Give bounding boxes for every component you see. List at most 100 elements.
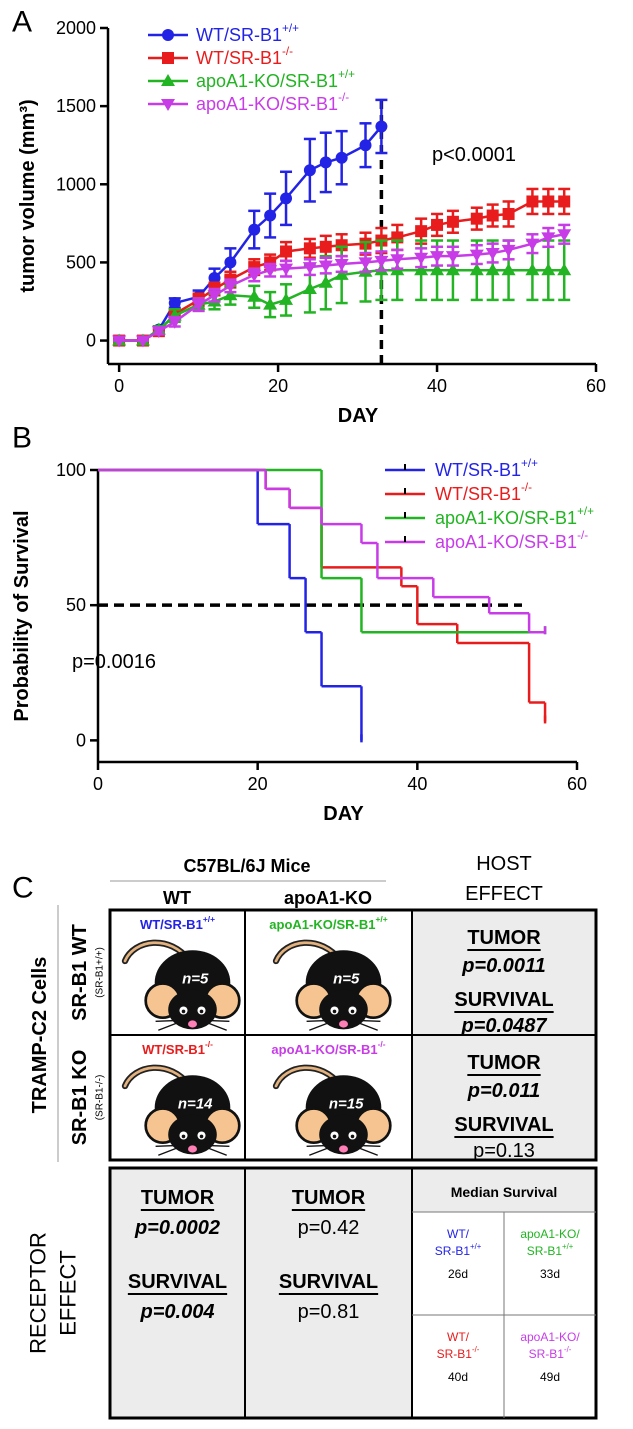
marker [167, 316, 182, 329]
x-tick-label: 60 [586, 376, 606, 396]
marker [247, 269, 262, 282]
median-group: SR-B1-/- [529, 1345, 572, 1361]
p-value: p=0.011 [467, 1080, 540, 1102]
marker [302, 281, 317, 294]
n-label: n=15 [329, 1096, 364, 1113]
marker [303, 164, 316, 177]
marker [334, 267, 349, 280]
p-value: p=0.0011 [461, 955, 546, 977]
marker [485, 248, 500, 261]
effect-heading: TUMOR [141, 1187, 215, 1209]
p-value: p=0.0487 [460, 1015, 547, 1037]
n-label: n=14 [178, 1096, 213, 1113]
marker [191, 299, 206, 312]
marker [224, 256, 237, 269]
panel-label: A [12, 6, 32, 39]
marker [541, 263, 556, 276]
receptor-effect: RECEPTOR [26, 1232, 51, 1354]
marker [414, 263, 429, 276]
marker [358, 257, 373, 270]
marker [264, 209, 277, 222]
marker [375, 120, 388, 133]
median-group: SR-B1+/+ [435, 1242, 482, 1258]
marker [542, 195, 555, 208]
marker [318, 260, 333, 273]
marker [470, 212, 483, 225]
marker [557, 263, 572, 276]
marker [161, 99, 175, 111]
legend-label: apoA1-KO/SR-B1-/- [196, 91, 349, 114]
p-value: p=0.004 [140, 1301, 215, 1323]
x-tick-label: 0 [93, 774, 103, 794]
marker [445, 251, 460, 264]
y-tick-label: 0 [76, 730, 86, 750]
grid-box [108, 1166, 598, 1420]
median-value: 33d [540, 1267, 560, 1281]
legend-label: apoA1-KO/SR-B1+/+ [435, 505, 594, 528]
marker [162, 29, 174, 41]
row-label: SR-B1 WT [69, 924, 91, 1021]
marker [485, 263, 500, 276]
y-tick-label: 50 [66, 595, 86, 615]
effect-heading: SURVIVAL [454, 1114, 553, 1136]
marker [335, 151, 348, 164]
receptor-effect: EFFECT [56, 1250, 81, 1336]
marker [558, 195, 571, 208]
marker [248, 223, 261, 236]
marker [280, 245, 293, 258]
y-axis-title: Probability of Survival [11, 510, 33, 721]
marker [525, 263, 540, 276]
x-tick-label: 20 [248, 774, 268, 794]
marker [151, 326, 166, 339]
marker [502, 207, 515, 220]
marker [501, 263, 516, 276]
panel-label: B [12, 422, 32, 455]
marker [541, 232, 556, 245]
n-label: n=5 [182, 971, 209, 988]
x-tick-label: 40 [427, 376, 447, 396]
median-group: WT/ [447, 1227, 470, 1241]
column-label: WT [163, 888, 191, 908]
header: C57BL/6J Mice [183, 856, 310, 876]
median-value: 40d [448, 1370, 468, 1384]
legend-label: WT/SR-B1+/+ [435, 457, 538, 480]
x-tick-label: 0 [114, 376, 124, 396]
marker [486, 209, 499, 222]
median-value: 26d [448, 1267, 468, 1281]
x-tick-label: 20 [268, 376, 288, 396]
p-value: p=0.13 [473, 1140, 535, 1162]
median-group: SR-B1+/+ [527, 1242, 574, 1258]
row-sublabel: (SR-B1+/+) [95, 947, 106, 998]
marker [469, 263, 484, 276]
y-tick-label: 2000 [56, 18, 96, 38]
column-label: apoA1-KO [284, 888, 372, 908]
effect-heading: TUMOR [467, 1052, 541, 1074]
host-effect: EFFECT [465, 883, 543, 905]
marker [359, 139, 372, 152]
marker [135, 335, 150, 348]
legend-label: apoA1-KO/SR-B1+/+ [196, 68, 355, 91]
marker [319, 156, 332, 169]
marker [526, 195, 539, 208]
legend-label: WT/SR-B1-/- [196, 45, 293, 68]
n-label: n=5 [333, 971, 360, 988]
panel-label: C [12, 872, 34, 905]
row-label: SR-B1 KO [69, 1050, 91, 1146]
p-value: p=0.0002 [134, 1217, 220, 1239]
median-group: WT/ [447, 1330, 470, 1344]
marker [374, 255, 389, 268]
x-axis-title: DAY [323, 803, 364, 825]
legend-label: WT/SR-B1-/- [435, 481, 532, 504]
host-effect: HOST [476, 853, 532, 875]
y-tick-label: 100 [56, 460, 86, 480]
y-tick-label: 1000 [56, 174, 96, 194]
marker [207, 290, 222, 303]
marker [318, 275, 333, 288]
x-tick-label: 40 [407, 774, 427, 794]
marker [334, 258, 349, 271]
annotation: p=0.0016 [72, 651, 156, 673]
marker [223, 288, 238, 301]
marker [414, 252, 429, 265]
